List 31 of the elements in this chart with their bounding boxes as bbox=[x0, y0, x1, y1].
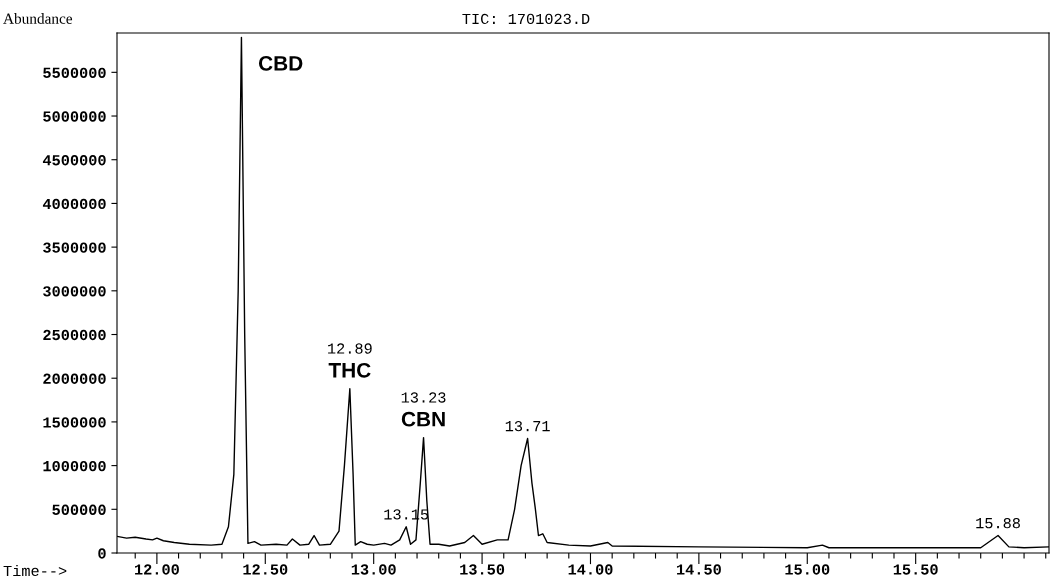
y-tick-label: 0 bbox=[98, 548, 106, 559]
x-tick-label: 13.50 bbox=[460, 564, 505, 575]
y-tick-label: 3000000 bbox=[43, 286, 106, 297]
y-axis-title: Abundance bbox=[3, 13, 73, 24]
y-tick-label: 3500000 bbox=[43, 242, 106, 253]
y-tick-label: 1500000 bbox=[43, 417, 106, 428]
annotation: 15.88 bbox=[976, 517, 1020, 529]
x-tick-label: 13.00 bbox=[351, 564, 396, 575]
y-tick-label: 1000000 bbox=[43, 460, 106, 472]
y-tick-label: 5000000 bbox=[43, 111, 106, 122]
annotation: 13.23 bbox=[401, 392, 446, 403]
annotation: CBN bbox=[401, 411, 445, 427]
chart-title: TIC: 1701023.D bbox=[462, 13, 590, 25]
x-axis-title: Time--> bbox=[3, 564, 67, 577]
y-tick-label: 2500000 bbox=[43, 329, 106, 341]
annotation: THC bbox=[328, 362, 371, 378]
x-tick-label: 15.00 bbox=[785, 564, 830, 575]
y-tick-label: 5500000 bbox=[43, 67, 106, 79]
line-series bbox=[117, 36, 1049, 549]
annotation: CBD bbox=[258, 55, 303, 71]
x-tick-label: 12.00 bbox=[135, 564, 179, 575]
annotation: 12.89 bbox=[328, 343, 372, 354]
x-tick-label: 12.50 bbox=[243, 564, 288, 575]
y-tick-label: 4000000 bbox=[42, 198, 106, 210]
x-tick-label: 14.00 bbox=[568, 564, 613, 575]
y-tick-label: 4500000 bbox=[42, 155, 106, 166]
x-tick-label: 15.50 bbox=[893, 564, 938, 575]
x-tick-label: 14.50 bbox=[676, 564, 721, 575]
annotation: 13.71 bbox=[505, 420, 550, 432]
y-tick-label: 500000 bbox=[52, 504, 106, 515]
y-tick-label: 2000000 bbox=[43, 373, 106, 384]
